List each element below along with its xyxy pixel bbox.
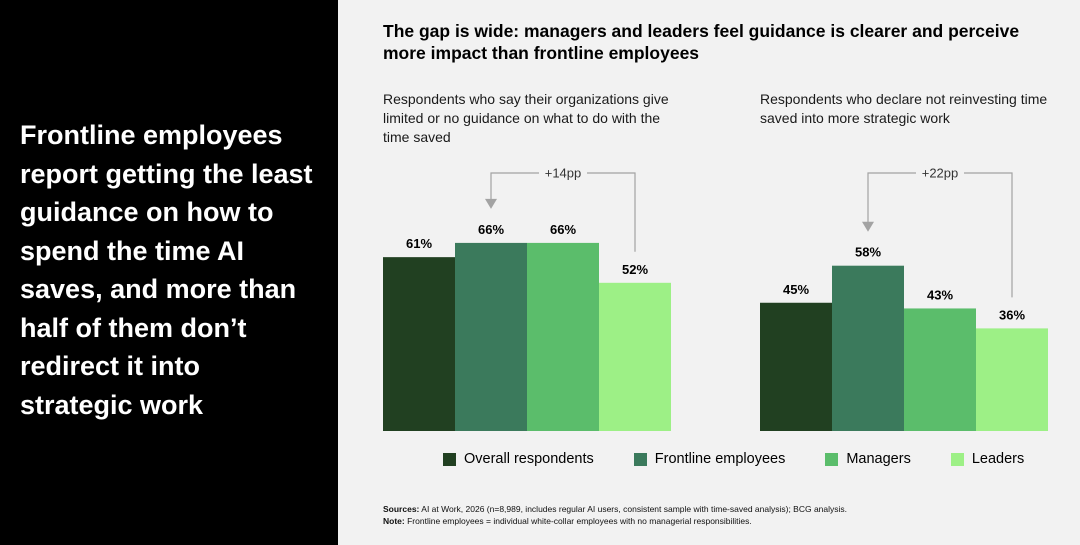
chart1-bar-managers xyxy=(527,242,599,431)
chart2-value-label-overall: 45% xyxy=(783,282,809,297)
chart2-value-label-managers: 43% xyxy=(927,287,953,302)
chart2-subtitle: Respondents who declare not reinvesting … xyxy=(760,91,1048,126)
legend-swatch-frontline xyxy=(633,452,647,466)
chart2-value-label-leaders: 36% xyxy=(999,307,1025,322)
chart1-value-label-managers: 66% xyxy=(550,222,576,237)
chart2-gap-label-bg xyxy=(916,164,964,182)
chart2-bar-managers xyxy=(904,308,976,431)
chart2-bar-leaders xyxy=(976,328,1048,431)
left-panel: Frontline employees report getting the l… xyxy=(0,0,338,545)
chart-title: The gap is wide: managers and leaders fe… xyxy=(383,21,1020,63)
source-note: Sources: AI at Work, 2026 (n=8,989, incl… xyxy=(383,503,1063,527)
right-panel: The gap is wide: managers and leaders fe… xyxy=(338,0,1080,545)
legend-label-frontline: Frontline employees xyxy=(654,451,786,467)
legend-swatch-overall xyxy=(443,452,456,466)
chart1-value-label-frontline: 66% xyxy=(478,222,504,237)
legend-swatch-managers xyxy=(825,452,839,466)
legend-label-managers: Managers xyxy=(846,451,911,467)
sources-text: AI at Work, 2026 (n=8,989, includes regu… xyxy=(421,504,848,514)
legend-item-managers: Managers xyxy=(825,451,911,467)
note-label: Note: xyxy=(383,516,405,526)
chart1-gap-label-bg xyxy=(539,164,587,182)
legend-label-overall: Overall respondents xyxy=(464,451,594,467)
bar-charts: 61% 66% 66% 52% +14pp 45% 58% 43% 36% +22pp xyxy=(383,164,1048,431)
chart1-value-label-leaders: 52% xyxy=(622,262,648,277)
chart1-bar-frontline xyxy=(455,242,527,431)
legend-item-frontline: Frontline employees xyxy=(633,451,786,467)
chart1-gap-connector xyxy=(490,172,636,252)
note-line: Note: Frontline employees = individual w… xyxy=(383,515,1063,527)
chart1-bar-leaders xyxy=(599,282,671,431)
legend-item-leaders: Leaders xyxy=(950,451,1025,467)
chart1-gap-arrowhead xyxy=(485,198,497,209)
legend-label-leaders: Leaders xyxy=(971,451,1025,467)
note-text: Frontline employees = individual white-c… xyxy=(407,516,752,526)
legend: Overall respondents Frontline employees … xyxy=(443,451,1024,467)
chart1-gap-label: +14pp xyxy=(545,166,582,181)
legend-swatch-leaders xyxy=(950,452,964,466)
chart2-gap-arrowhead xyxy=(862,221,874,232)
chart1-subtitle: Respondents who say their organizations … xyxy=(383,91,669,145)
sources-label: Sources: xyxy=(383,504,420,514)
chart2-bar-overall xyxy=(760,302,832,431)
legend-item-overall: Overall respondents xyxy=(443,451,594,467)
sources-line: Sources: AI at Work, 2026 (n=8,989, incl… xyxy=(383,503,1063,515)
chart1-bar-overall xyxy=(383,257,455,431)
chart2-bar-frontline xyxy=(832,265,904,431)
chart2-value-label-frontline: 58% xyxy=(855,245,881,260)
headline: Frontline employees report getting the l… xyxy=(20,120,313,420)
chart2-gap-label: +22pp xyxy=(922,166,959,181)
chart1-value-label-overall: 61% xyxy=(406,236,432,251)
